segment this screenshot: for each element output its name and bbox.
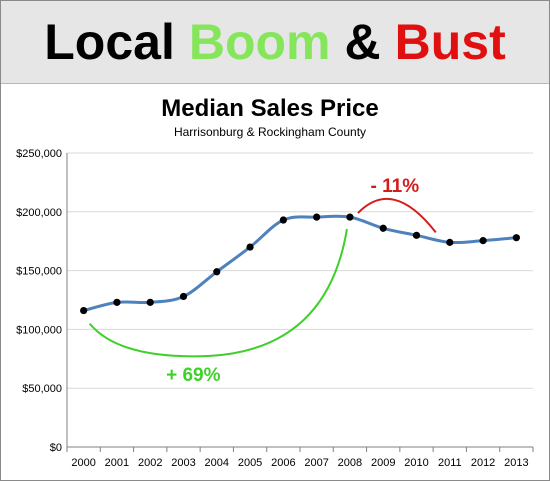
y-tick-label: $100,000: [16, 324, 62, 336]
banner-word-bust: Bust: [394, 14, 506, 70]
x-tick-label: 2008: [338, 457, 362, 469]
banner-word-local: Local: [44, 14, 175, 70]
chart-title: Median Sales Price: [161, 95, 378, 122]
data-point-2013: [512, 234, 520, 242]
chart-subtitle: Harrisonburg & Rockingham County: [174, 125, 366, 139]
annotations: + 69% - 11%: [88, 176, 437, 386]
x-tick-label: 2013: [504, 457, 528, 469]
x-tick-label: 2001: [105, 457, 129, 469]
decline-arc: [357, 197, 437, 233]
data-point-2005: [246, 243, 254, 251]
y-tick-label: $150,000: [16, 266, 62, 278]
banner: Local Boom & Bust: [1, 1, 549, 84]
x-tick-label: 2010: [404, 457, 428, 469]
x-tick-label: 2006: [271, 457, 295, 469]
series-line: [83, 214, 517, 313]
data-point-2010: [412, 231, 421, 239]
x-tick-label: 2000: [71, 457, 95, 469]
data-point-2000: [80, 306, 88, 315]
data-point-2006: [279, 216, 287, 224]
x-tick-label: 2004: [205, 457, 229, 469]
y-tick-label: $200,000: [16, 207, 62, 219]
y-tick-label: $50,000: [22, 383, 62, 395]
x-tick-label: 2011: [438, 457, 462, 469]
x-tick-label: 2009: [371, 457, 395, 469]
x-tick-label: 2005: [238, 457, 262, 469]
data-point-2009: [379, 224, 387, 232]
data-point-2001: [113, 298, 121, 306]
data-point-2012: [479, 237, 487, 245]
axes: [66, 153, 534, 452]
decline-label: - 11%: [371, 176, 420, 197]
gridlines: [67, 152, 533, 389]
data-point-2007: [313, 213, 321, 221]
x-tick-label: 2007: [304, 457, 328, 469]
tick-labels: $0 $50,000 $100,000 $150,000 $200,000 $250,00…: [16, 148, 528, 469]
data-point-2002: [146, 298, 154, 306]
x-tick-label: 2002: [138, 457, 162, 469]
growth-label: + 69%: [166, 365, 221, 386]
data-point-2003: [179, 292, 188, 301]
data-point-2004: [213, 268, 221, 276]
y-tick-label: $250,000: [16, 148, 62, 160]
banner-word-ampersand: &: [344, 14, 381, 70]
data-point-2008: [346, 213, 354, 221]
series: [80, 213, 520, 315]
data-point-2011: [446, 238, 454, 246]
y-tick-label: $0: [50, 442, 62, 454]
banner-word-boom: Boom: [188, 14, 331, 70]
x-tick-label: 2012: [471, 457, 495, 469]
x-tick-label: 2003: [171, 457, 195, 469]
growth-arc: [88, 228, 348, 358]
